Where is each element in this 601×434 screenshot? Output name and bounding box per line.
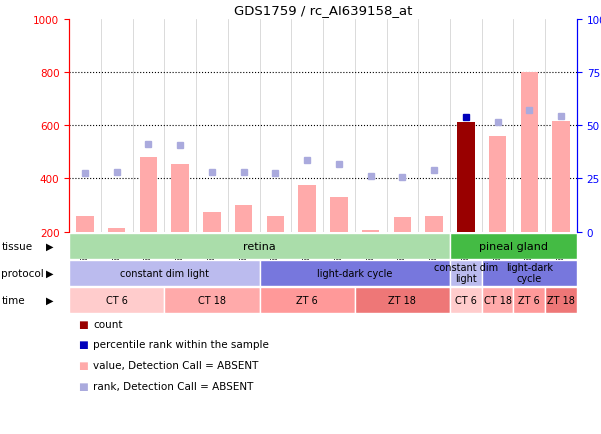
Text: count: count (93, 319, 123, 329)
Bar (235, 206, 252, 286)
Text: light-dark cycle: light-dark cycle (317, 268, 392, 278)
Bar (355, 287, 450, 313)
Bar (164, 287, 260, 313)
Bar (299, 186, 316, 286)
Bar (140, 158, 157, 286)
Bar (108, 228, 126, 286)
Bar (513, 287, 545, 313)
Text: ZT 18: ZT 18 (388, 295, 416, 305)
Text: CT 18: CT 18 (198, 295, 226, 305)
Bar (69, 260, 260, 286)
Bar (482, 287, 513, 313)
Bar (482, 260, 577, 286)
Bar (426, 216, 443, 286)
Bar (362, 231, 379, 286)
Text: ZT 6: ZT 6 (519, 295, 540, 305)
Text: ■: ■ (78, 361, 88, 370)
Text: protocol: protocol (1, 268, 44, 278)
Text: ZT 6: ZT 6 (296, 295, 318, 305)
Text: pineal gland: pineal gland (479, 241, 548, 251)
Bar (394, 217, 411, 286)
Bar (552, 122, 570, 286)
Text: percentile rank within the sample: percentile rank within the sample (93, 340, 269, 349)
Text: ■: ■ (78, 381, 88, 391)
Text: ■: ■ (78, 319, 88, 329)
Text: CT 6: CT 6 (455, 295, 477, 305)
Bar (450, 260, 482, 286)
Bar (457, 123, 475, 286)
Text: value, Detection Call = ABSENT: value, Detection Call = ABSENT (93, 361, 258, 370)
Text: CT 18: CT 18 (484, 295, 511, 305)
Text: ■: ■ (78, 340, 88, 349)
Bar (203, 212, 221, 286)
Text: ▶: ▶ (46, 268, 53, 278)
Text: constant dim light: constant dim light (120, 268, 209, 278)
Bar (489, 136, 506, 286)
Text: tissue: tissue (1, 241, 32, 251)
Text: time: time (1, 295, 25, 305)
Bar (450, 287, 482, 313)
Text: ▶: ▶ (46, 241, 53, 251)
Bar (69, 287, 164, 313)
Text: ▶: ▶ (46, 295, 53, 305)
Bar (260, 260, 450, 286)
Bar (260, 287, 355, 313)
Bar (545, 287, 577, 313)
Bar (267, 216, 284, 286)
Text: ZT 18: ZT 18 (547, 295, 575, 305)
Bar (520, 72, 538, 286)
Text: constant dim
light: constant dim light (434, 262, 498, 284)
Text: retina: retina (243, 241, 276, 251)
Bar (76, 216, 94, 286)
Text: light-dark
cycle: light-dark cycle (506, 262, 553, 284)
Title: GDS1759 / rc_AI639158_at: GDS1759 / rc_AI639158_at (234, 4, 412, 17)
Text: rank, Detection Call = ABSENT: rank, Detection Call = ABSENT (93, 381, 254, 391)
Bar (450, 233, 577, 259)
Bar (69, 233, 450, 259)
Bar (330, 197, 347, 286)
Bar (171, 164, 189, 286)
Text: CT 6: CT 6 (106, 295, 127, 305)
